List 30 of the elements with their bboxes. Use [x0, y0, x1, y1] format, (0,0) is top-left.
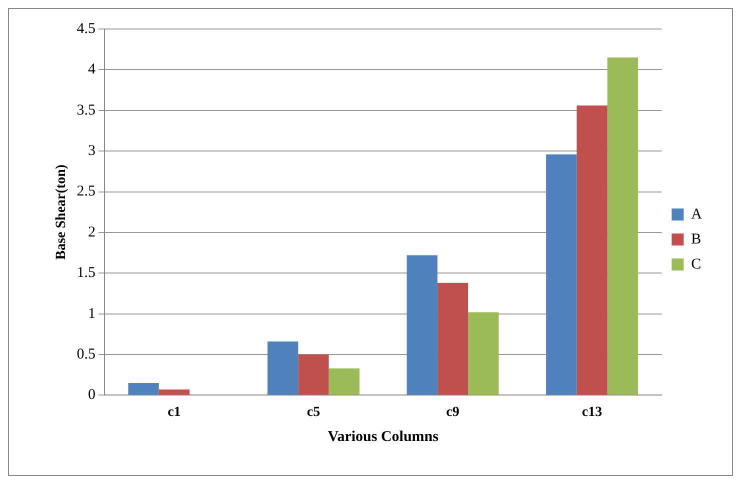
- legend-label: A: [691, 206, 702, 222]
- legend-label: B: [691, 231, 702, 248]
- x-tick-label: c13: [582, 405, 602, 420]
- bar: [158, 390, 190, 395]
- y-axis-title: Base Shear(ton): [54, 164, 70, 260]
- bar: [268, 341, 298, 395]
- legend-label: C: [691, 256, 702, 272]
- y-tick-label: 2: [88, 224, 96, 240]
- x-tick-label: c5: [306, 405, 320, 420]
- y-tick-label: 4.5: [76, 20, 96, 37]
- y-tick-label: 4: [88, 62, 96, 78]
- bar: [128, 382, 159, 395]
- bar: [298, 354, 329, 395]
- y-tick-label: 3: [88, 143, 96, 160]
- bar: [406, 255, 438, 395]
- bar: [546, 154, 577, 395]
- bar: [576, 105, 608, 395]
- y-tick-label: 3.5: [76, 102, 96, 118]
- bar: [437, 282, 468, 395]
- x-tick-label: c9: [446, 405, 460, 420]
- bar: [607, 57, 638, 395]
- x-tick-label: c1: [168, 405, 181, 420]
- bar: [328, 368, 360, 395]
- y-tick-label: 2.5: [76, 184, 96, 200]
- y-tick-label: 0.5: [76, 346, 96, 362]
- x-axis-title: Various Columns: [328, 428, 439, 445]
- y-tick-label: 1: [88, 306, 96, 322]
- bar: [468, 312, 499, 395]
- y-tick-label: 1.5: [76, 265, 96, 282]
- y-tick-label: 0: [88, 387, 96, 404]
